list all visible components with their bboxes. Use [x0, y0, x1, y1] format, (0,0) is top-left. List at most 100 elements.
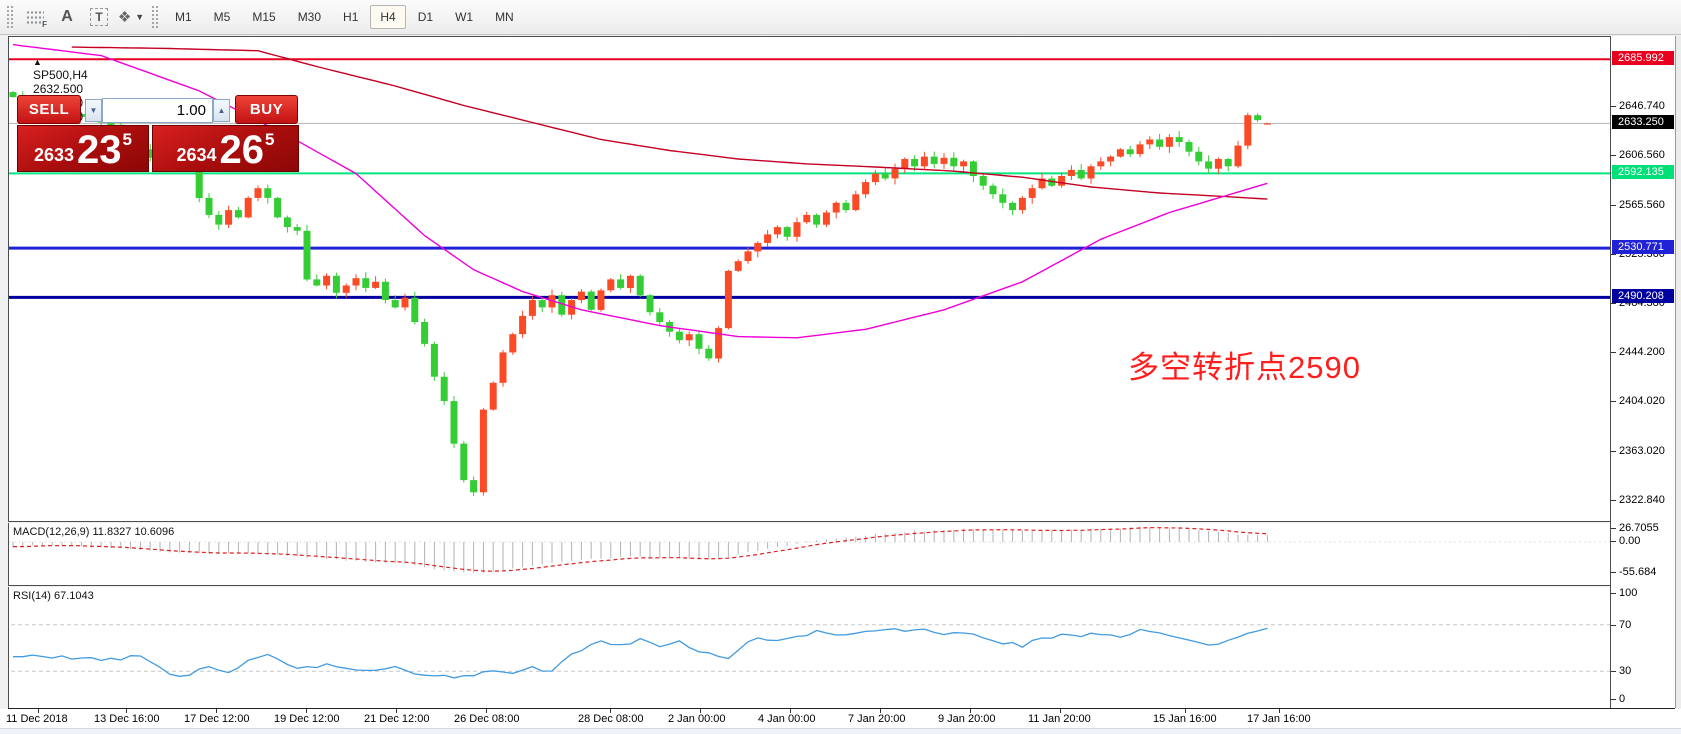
candle-up — [577, 291, 585, 301]
candle-up — [244, 197, 252, 218]
text-label-icon[interactable]: T — [85, 4, 113, 30]
candle-up — [1107, 156, 1115, 162]
main-chart[interactable]: ▲ SP500,H4 2632.500 2633.750 2632.500 26… — [8, 36, 1611, 521]
candle-up — [862, 182, 870, 195]
candle-down — [587, 291, 595, 310]
candle-down — [783, 227, 791, 237]
panel-separator[interactable] — [8, 521, 1675, 522]
candle-up — [519, 315, 527, 335]
rsi-tick — [1611, 699, 1616, 700]
candle-down — [146, 149, 154, 158]
candle-up — [920, 156, 928, 167]
insert-text-icon[interactable]: A — [61, 8, 73, 25]
timeframe-button-H1[interactable]: H1 — [343, 10, 359, 24]
candle-down — [391, 300, 399, 308]
buy-price-display[interactable]: 2634 26 5 — [152, 125, 299, 172]
macd-tick-label: -55.684 — [1619, 566, 1657, 578]
time-axis-tick — [970, 709, 971, 713]
price-tick-label: 2404.020 — [1619, 395, 1665, 408]
time-axis-label: 26 Dec 08:00 — [454, 713, 520, 725]
candle-up — [607, 279, 615, 291]
candle-down — [234, 210, 242, 218]
rsi-tick-label: 0 — [1619, 693, 1626, 705]
price-level-label-current-price: 2633.250 — [1612, 115, 1674, 130]
candle-up — [1038, 178, 1046, 189]
time-axis-label: 17 Jan 16:00 — [1247, 713, 1311, 725]
timeframe-button-M15[interactable]: M15 — [252, 10, 276, 24]
timeframe-button-MN[interactable]: MN — [495, 10, 514, 24]
panel-collapse-arrow[interactable]: ▲ — [33, 57, 42, 67]
sell-price-display[interactable]: 2633 23 5 — [17, 125, 149, 172]
rsi-tick-label: 30 — [1619, 665, 1632, 677]
timeframe-button-M1[interactable]: M1 — [175, 10, 192, 24]
candle-up — [715, 328, 723, 359]
timeframe-button-D1[interactable]: D1 — [417, 10, 434, 24]
time-axis-label: 9 Jan 20:00 — [938, 713, 996, 725]
candle-down — [1205, 161, 1213, 169]
timeframe-toolbar: M1 M5 M15 M30 H1 H4 D1 W1 MN — [164, 5, 525, 29]
panel-separator[interactable] — [8, 585, 1675, 586]
timeframe-button-M30[interactable]: M30 — [297, 10, 322, 24]
candle-up — [372, 281, 380, 288]
time-axis-label: 11 Jan 20:00 — [1028, 713, 1091, 725]
candle-up — [225, 210, 233, 225]
volume-decrease-button[interactable]: ▼ — [85, 99, 102, 122]
candle-down — [313, 279, 321, 286]
time-axis-label: 19 Dec 12:00 — [274, 713, 340, 725]
candle-up — [754, 242, 762, 252]
time-axis-label: 13 Dec 16:00 — [94, 713, 160, 725]
timeframe-button-H4[interactable]: H4 — [370, 5, 406, 29]
candle-down — [264, 188, 272, 198]
price-tick — [1611, 451, 1616, 453]
candle-up — [852, 194, 860, 211]
candle-up — [528, 300, 536, 316]
price-axis[interactable]: 2646.7402606.5602565.5602525.3602484.380… — [1610, 36, 1675, 708]
price-level-label-support-1: 2530.771 — [1612, 240, 1674, 255]
price-level-label-support-2: 2490.208 — [1612, 289, 1674, 304]
toolbar: F A T ❖ ▼ M1 M5 M15 M30 H1 H4 D1 W1 MN — [0, 0, 1681, 35]
candle-up — [832, 202, 840, 213]
buy-button[interactable]: BUY — [235, 95, 298, 124]
candle-up — [1263, 123, 1271, 125]
candle-up — [1244, 115, 1252, 146]
candle-down — [215, 214, 223, 225]
rsi-canvas — [11, 624, 1611, 679]
timeframe-button-M5[interactable]: M5 — [213, 10, 231, 24]
timeframe-button-W1[interactable]: W1 — [455, 10, 474, 24]
price-tick — [1611, 154, 1616, 156]
toolbar-drag-handle-2[interactable] — [151, 5, 160, 29]
macd-subwindow[interactable]: MACD(12,26,9) 11.8327 10.6096 — [8, 523, 1611, 585]
window-right-strip — [1675, 36, 1681, 708]
sell-button[interactable]: SELL — [17, 95, 81, 124]
time-axis-tick — [1060, 709, 1061, 713]
candle-up — [401, 297, 409, 308]
macd-indicator-label: MACD(12,26,9) 11.8327 10.6096 — [13, 526, 175, 538]
toolbar-drag-handle[interactable] — [6, 5, 15, 29]
candle-down — [107, 122, 115, 125]
time-axis-label: 17 Dec 12:00 — [184, 713, 250, 725]
price-tick — [1611, 253, 1616, 255]
time-axis-label: 2 Jan 00:00 — [668, 713, 726, 725]
candle-down — [636, 275, 644, 296]
macd-tick-label: 26.7055 — [1619, 522, 1659, 534]
volume-increase-button[interactable]: ▲ — [213, 99, 230, 122]
candle-down — [332, 275, 340, 293]
macd-tick — [1611, 528, 1616, 529]
candle-down — [293, 227, 301, 231]
time-axis-tick — [306, 709, 307, 713]
price-tick-label: 2646.740 — [1619, 100, 1665, 112]
candle-down — [911, 159, 919, 167]
candle-up — [1146, 139, 1154, 145]
candle-up — [1136, 144, 1144, 155]
volume-input[interactable] — [102, 98, 213, 123]
shapes-icon[interactable]: ❖ ▼ — [117, 9, 145, 26]
sell-price-prefix: 2633 — [33, 145, 75, 165]
forex-grid-icon[interactable]: F — [21, 4, 49, 30]
rsi-subwindow[interactable]: RSI(14) 67.1043 — [8, 587, 1611, 708]
candle-down — [411, 297, 419, 322]
candle-up — [764, 234, 772, 243]
candle-up — [1097, 161, 1105, 167]
time-axis[interactable]: 11 Dec 2018 13 Dec 16:00 17 Dec 12:00 19 De… — [0, 709, 1681, 728]
candle-up — [724, 270, 732, 329]
price-tick — [1611, 401, 1616, 403]
